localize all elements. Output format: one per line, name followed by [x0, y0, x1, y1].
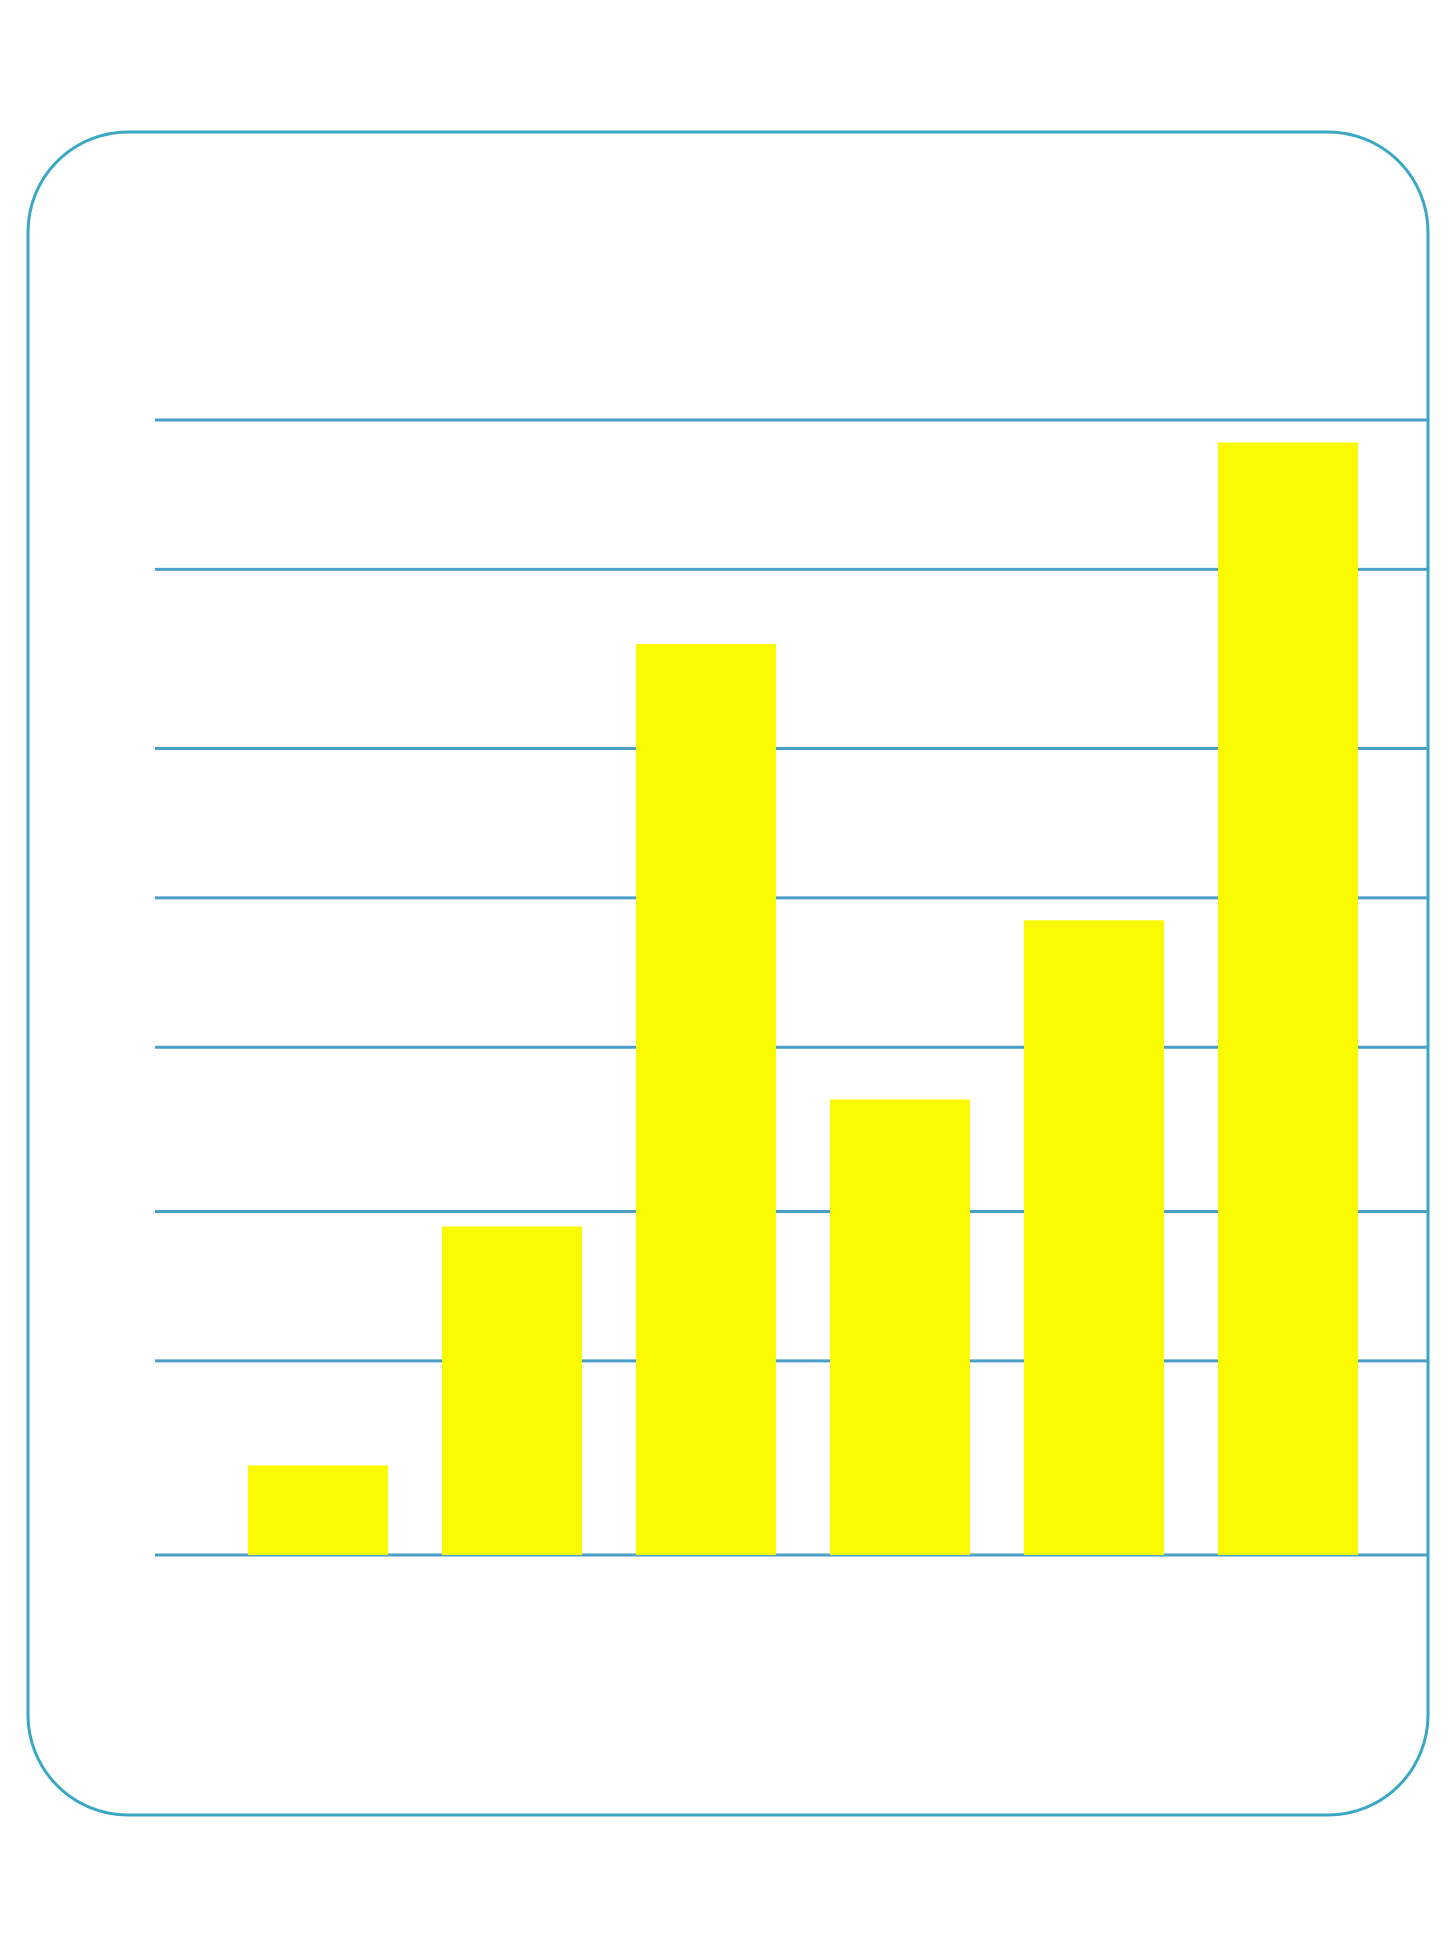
bar-3 [636, 644, 776, 1555]
bar-6 [1218, 442, 1358, 1555]
chart-frame [26, 130, 1430, 1817]
bars [248, 442, 1358, 1555]
bar-1 [248, 1465, 388, 1555]
bar-5 [1024, 920, 1164, 1555]
gridlines [155, 418, 1428, 1557]
bar-2 [442, 1226, 582, 1555]
bar-4 [830, 1099, 970, 1555]
